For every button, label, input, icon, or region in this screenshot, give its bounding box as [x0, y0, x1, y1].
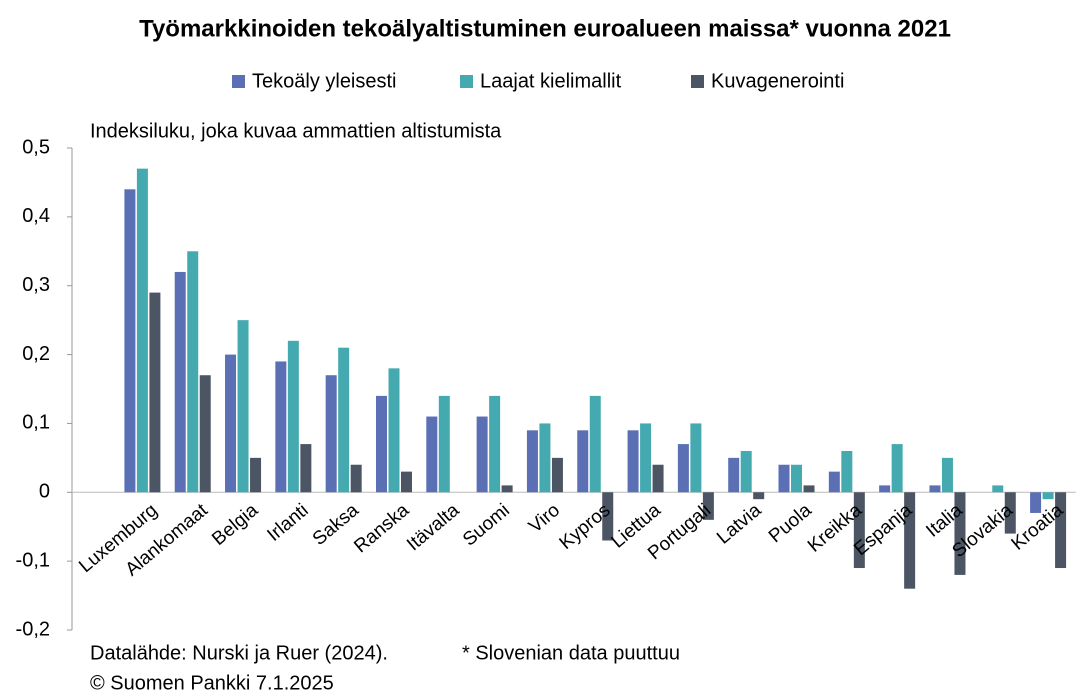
bar	[992, 485, 1004, 493]
bar	[879, 485, 891, 493]
x-tick-label: Irlanti	[263, 500, 312, 546]
bar	[489, 395, 501, 493]
bar	[287, 340, 299, 493]
bar	[1055, 492, 1067, 569]
bar	[690, 423, 702, 493]
y-tick-label: 0	[39, 481, 50, 503]
y-tick-label: -0,2	[16, 618, 50, 640]
bar	[174, 271, 186, 493]
x-tick-label: Itävalta	[403, 500, 464, 556]
source-note: Datalähde: Nurski ja Ruer (2024).	[90, 642, 388, 664]
y-tick-label: 0,5	[22, 136, 50, 158]
copyright: © Suomen Pankki 7.1.2025	[90, 672, 334, 693]
bar	[589, 395, 601, 493]
bar	[954, 492, 966, 575]
legend-swatch	[232, 75, 245, 88]
bar	[602, 492, 614, 541]
bar	[577, 430, 589, 493]
footnote: * Slovenian data puuttuu	[462, 642, 680, 664]
bar	[728, 457, 740, 493]
bar	[237, 320, 249, 493]
bar	[199, 375, 211, 493]
y-tick-label: 0,4	[22, 205, 50, 227]
bar	[124, 189, 136, 493]
bar	[476, 416, 488, 493]
legend-label: Tekoäly yleisesti	[252, 70, 397, 92]
bar	[677, 444, 689, 493]
bar	[501, 485, 513, 493]
bar	[778, 464, 790, 493]
bar	[338, 347, 350, 493]
bar	[250, 457, 262, 493]
bar	[375, 395, 387, 493]
bar	[941, 457, 953, 493]
chart-title: Työmarkkinoiden tekoälyaltistuminen euro…	[139, 15, 951, 42]
bar	[400, 471, 412, 493]
legend-swatch	[691, 75, 704, 88]
bar	[791, 464, 803, 493]
bar	[753, 492, 765, 500]
y-tick-label: 0,1	[22, 412, 50, 434]
bar	[438, 395, 450, 493]
x-tick-label: Latvia	[713, 500, 766, 549]
x-tick-label: Belgia	[208, 500, 262, 550]
bar	[136, 168, 148, 493]
bar	[300, 444, 312, 493]
bar	[325, 375, 337, 493]
legend-swatch	[460, 75, 473, 88]
bar	[627, 430, 639, 493]
y-axis-label: Indeksiluku, joka kuvaa ammattien altist…	[90, 120, 502, 142]
bar	[828, 471, 840, 493]
bar	[841, 450, 853, 493]
y-tick-label: 0,2	[22, 343, 50, 365]
x-tick-label: Ranska	[350, 500, 413, 558]
bar	[275, 361, 287, 493]
legend-label: Kuvagenerointi	[711, 70, 844, 92]
bar	[904, 492, 916, 589]
bar	[526, 430, 538, 493]
bar	[652, 464, 664, 493]
bar	[891, 444, 903, 493]
bar	[539, 423, 551, 493]
bar	[225, 354, 237, 493]
bar	[149, 292, 161, 493]
x-tick-label: Suomi	[459, 500, 514, 551]
bar	[388, 368, 400, 493]
y-tick-label: 0,3	[22, 274, 50, 296]
bar	[702, 492, 714, 520]
bar	[1004, 492, 1016, 534]
bar	[1042, 492, 1054, 500]
bar	[803, 485, 815, 493]
bar	[187, 251, 199, 493]
bar	[853, 492, 865, 569]
y-tick-label: -0,1	[16, 549, 50, 571]
bar	[929, 485, 941, 493]
bar	[551, 457, 563, 493]
bar	[640, 423, 652, 493]
bar	[350, 464, 362, 493]
legend-label: Laajat kielimallit	[480, 70, 622, 92]
x-tick-label: Viro	[525, 500, 564, 538]
bar	[740, 450, 752, 493]
bar	[426, 416, 438, 493]
bar	[1030, 492, 1042, 513]
